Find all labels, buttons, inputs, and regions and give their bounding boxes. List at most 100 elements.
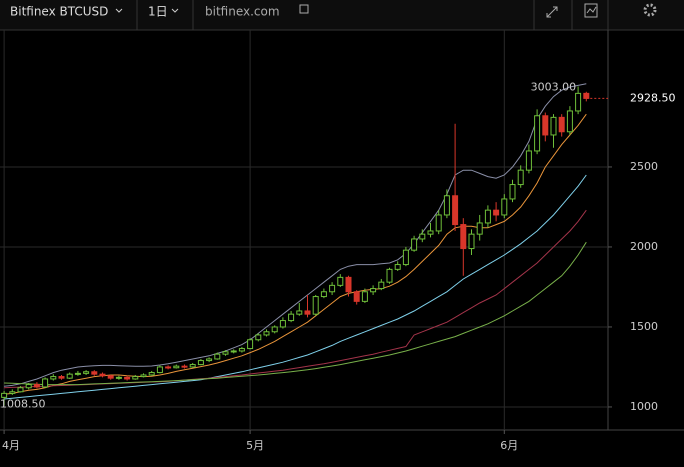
candle-body <box>99 373 106 377</box>
candle-body <box>165 366 172 369</box>
candle-body <box>575 92 582 112</box>
dropdown-icon <box>115 8 123 13</box>
candle-body <box>509 184 516 200</box>
candle-body <box>394 264 401 270</box>
candle-body <box>320 291 327 298</box>
candle-body <box>460 224 467 250</box>
candle-body <box>132 376 139 380</box>
candle-body <box>304 310 311 315</box>
y-tick-label: 1000 <box>630 400 658 413</box>
candle-body <box>107 375 114 379</box>
candle-body <box>222 351 229 355</box>
candle-body <box>50 376 57 380</box>
candle-body <box>255 334 262 341</box>
candle-body <box>91 371 98 375</box>
candle-body <box>345 276 352 293</box>
candle-body <box>66 373 73 379</box>
candle-body <box>517 169 524 186</box>
candle-body <box>435 214 442 232</box>
indicator-icon-line <box>586 6 597 14</box>
x-tick-label: 6月 <box>500 439 518 452</box>
candle-body <box>558 116 565 133</box>
candle-body <box>58 376 65 379</box>
candle-body <box>329 284 336 293</box>
candle-body <box>279 320 286 328</box>
candle-body <box>583 92 590 99</box>
candle-body <box>419 233 426 240</box>
candle-body <box>124 376 131 380</box>
candle-body <box>468 233 475 250</box>
external-link-icon[interactable] <box>299 4 309 14</box>
candle-body <box>484 209 491 224</box>
candle-body <box>230 350 237 353</box>
indicator-line <box>4 241 587 386</box>
site-link[interactable]: bitfinex.com <box>205 5 280 19</box>
candle-body <box>42 378 49 388</box>
candle-body <box>247 339 254 350</box>
candle-body <box>1 392 8 398</box>
min-label: 1008.50 <box>0 398 46 411</box>
candle-body <box>542 115 549 136</box>
y-tick-label: 1500 <box>630 320 658 333</box>
candle-body <box>271 326 278 333</box>
candle-body <box>337 276 344 286</box>
candle-body <box>33 384 40 388</box>
candle-body <box>386 268 393 283</box>
x-tick-label: 4月 <box>2 439 20 452</box>
candle-body <box>173 365 180 369</box>
candle-body <box>493 209 500 216</box>
indicator-line <box>4 113 587 395</box>
last-price-label: 2928.50 <box>630 91 676 104</box>
toolbar <box>0 0 684 30</box>
candle-body <box>566 110 573 133</box>
candle-body <box>25 384 32 389</box>
fullscreen-icon[interactable] <box>546 6 558 18</box>
indicator-line <box>4 83 587 387</box>
candle-body <box>148 372 155 376</box>
candle-body <box>525 150 532 171</box>
y-tick-label: 2500 <box>630 160 658 173</box>
candle-body <box>411 238 418 251</box>
candle-body <box>189 364 196 368</box>
max-label: 3003.00 <box>531 80 577 93</box>
candle-body <box>263 331 270 336</box>
candle-body <box>181 365 188 368</box>
candle-body <box>443 195 450 216</box>
candle-body <box>197 360 204 366</box>
indicator-line <box>4 174 587 400</box>
candle-body <box>402 249 409 266</box>
candle-body <box>238 348 245 352</box>
candle-body <box>74 372 81 375</box>
symbol-selector[interactable]: Bitfinex BTCUSD <box>10 5 108 19</box>
candle-body <box>452 195 459 226</box>
candle-body <box>427 230 434 235</box>
dropdown-icon <box>171 8 179 13</box>
candle-body <box>140 374 147 378</box>
candle-body <box>296 310 303 315</box>
indicator-icon[interactable] <box>584 3 598 18</box>
candle-body <box>534 115 541 152</box>
candle-body <box>361 291 368 302</box>
candle-body <box>501 198 508 216</box>
y-tick-label: 2000 <box>630 240 658 253</box>
x-tick-label: 5月 <box>246 439 264 452</box>
candle-body <box>370 288 377 293</box>
interval-selector[interactable]: 1日 <box>148 5 168 19</box>
indicator-line <box>4 209 587 389</box>
candle-body <box>83 371 90 374</box>
candle-body <box>378 281 385 290</box>
candle-body <box>9 391 16 394</box>
settings-icon[interactable] <box>643 3 657 17</box>
candle-body <box>476 222 483 235</box>
candle-body <box>156 366 163 374</box>
candle-body <box>115 376 122 379</box>
candle-body <box>288 313 295 322</box>
candle-body <box>550 116 557 136</box>
candle-body <box>214 353 221 360</box>
candle-body <box>206 358 213 362</box>
candle-body <box>353 291 360 302</box>
candle-body <box>312 296 319 315</box>
candle-body <box>17 387 24 393</box>
